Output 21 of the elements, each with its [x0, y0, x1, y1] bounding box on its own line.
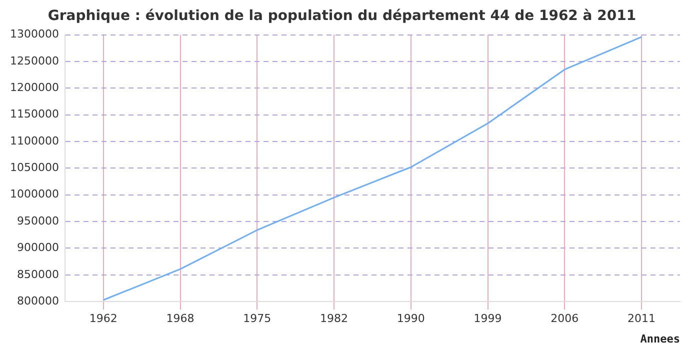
y-tick-label: 1250000 — [10, 54, 59, 68]
y-tick-label: 1050000 — [10, 161, 59, 174]
x-tick-label: 2011 — [628, 312, 656, 326]
y-tick-label: 1100000 — [10, 134, 59, 148]
y-tick-label: 1150000 — [10, 108, 59, 121]
x-tick-label: 1968 — [166, 312, 194, 326]
y-tick-label: 1200000 — [10, 81, 59, 94]
chart-title: Graphique : évolution de la population du département 44 de 1962 à 2011 — [48, 8, 636, 24]
x-tick-label: 1999 — [474, 312, 502, 326]
y-tick-label: 850000 — [16, 268, 59, 281]
x-axis-title: Annees — [640, 332, 680, 346]
x-tick-label: 2006 — [550, 312, 579, 326]
y-tick-label: 900000 — [16, 241, 59, 254]
y-tick-label: 1000000 — [10, 188, 59, 201]
y-tick-label: 800000 — [16, 294, 59, 308]
x-tick-label: 1962 — [89, 312, 118, 326]
x-tick-label: 1990 — [396, 312, 425, 326]
y-tick-label: 1300000 — [10, 28, 59, 41]
x-tick-label: 1982 — [320, 312, 348, 326]
x-tick-label: 1975 — [243, 312, 272, 326]
y-tick-label: 950000 — [16, 214, 59, 228]
